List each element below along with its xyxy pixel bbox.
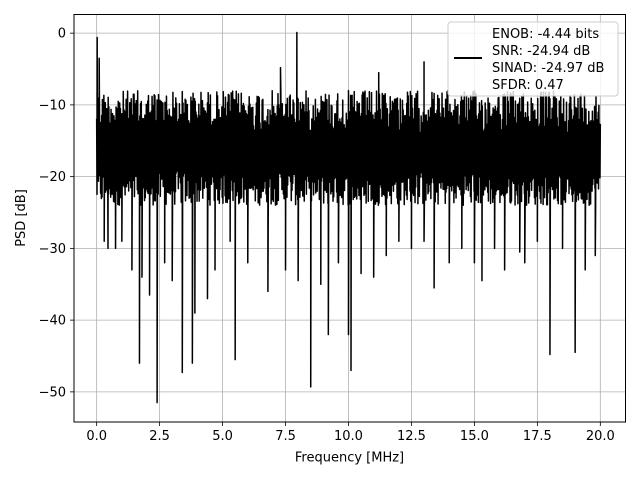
- y-tick-label: 0: [58, 27, 66, 42]
- legend-entry-snr: SNR: -24.94 dB: [492, 44, 590, 59]
- legend-entry-enob: ENOB: -4.44 bits: [492, 27, 599, 42]
- x-tick-label: 0.0: [86, 429, 107, 444]
- x-tick-label: 20.0: [586, 429, 615, 444]
- x-tick-label: 5.0: [212, 429, 233, 444]
- x-tick-label: 17.5: [523, 429, 552, 444]
- y-axis-label: PSD [dB]: [14, 189, 29, 247]
- x-axis-label: Frequency [MHz]: [295, 451, 404, 466]
- x-tick-label: 2.5: [149, 429, 170, 444]
- legend-box: [447, 21, 619, 97]
- y-tick-label: −10: [39, 98, 66, 113]
- legend: ENOB: -4.44 bits SNR: -24.94 dB SINAD: -…: [447, 21, 619, 97]
- x-tick-label: 10.0: [334, 429, 363, 444]
- y-ticks: 0 −10 −20 −30 −40 −50: [39, 27, 74, 400]
- x-tick-label: 12.5: [397, 429, 426, 444]
- y-tick-label: −50: [39, 385, 66, 400]
- legend-entry-sinad: SINAD: -24.97 dB: [492, 61, 604, 76]
- y-tick-label: −30: [39, 242, 66, 257]
- series-layer: [95, 31, 602, 404]
- x-tick-label: 15.0: [460, 429, 489, 444]
- y-tick-label: −40: [39, 314, 66, 329]
- plot-frame: [73, 14, 626, 423]
- psd-series-line: [95, 31, 602, 404]
- legend-entry-sfdr: SFDR: 0.47: [492, 78, 564, 93]
- x-tick-label: 7.5: [275, 429, 296, 444]
- y-tick-label: −20: [39, 170, 66, 185]
- x-ticks: 0.0 2.5 5.0 7.5 10.0 12.5 15.0 17.5 20.0: [86, 422, 615, 444]
